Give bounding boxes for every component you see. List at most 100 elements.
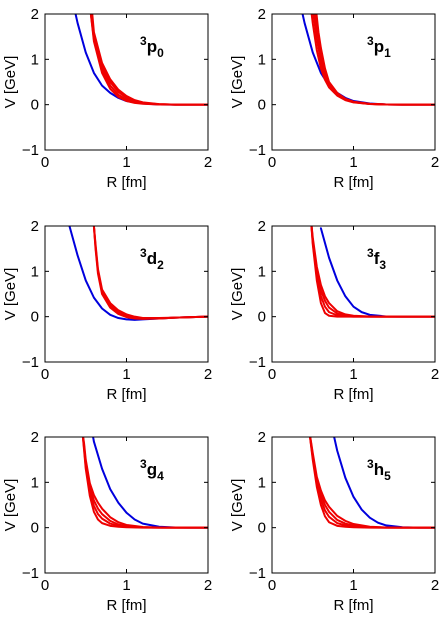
wave-j-sub: 3 [379,258,386,272]
wave-spin-sup: 3 [367,457,374,471]
wave-spin-sup: 3 [140,34,147,48]
x-tick-label: 0 [41,154,49,171]
red-curve-1 [310,14,435,106]
wave-spin-sup: 3 [140,246,147,260]
blue-curve [92,437,208,529]
y-tick-label: −1 [22,142,39,159]
x-tick-label: 2 [204,577,212,594]
x-tick-label: 0 [41,366,49,383]
wave-j-sub: 1 [384,46,391,60]
x-tick-label: 1 [122,366,130,383]
y-tick-label: 0 [258,97,266,114]
y-tick-label: 1 [258,263,266,280]
x-tick-label: 2 [431,366,439,383]
y-tick-label: −1 [22,354,39,371]
x-axis-label: R [fm] [334,174,374,191]
axes-frame [271,436,436,574]
y-tick-label: 1 [31,263,39,280]
wave-letter: h [374,460,384,479]
wave-spin-sup: 3 [367,246,374,260]
y-tick-label: 1 [31,51,39,68]
wave-j-sub: 5 [384,469,391,483]
y-tick-label: −1 [249,142,266,159]
x-tick-label: 1 [349,154,357,171]
x-tick-label: 1 [122,577,130,594]
y-tick-label: 0 [31,309,39,326]
y-tick-label: 1 [258,51,266,68]
axes-frame [44,436,209,574]
x-tick-label: 2 [204,154,212,171]
partial-wave-label: 3f3 [367,246,386,272]
y-axis-label: V [GeV] [2,268,19,321]
red-curve-3 [92,226,208,320]
red-curve-3 [309,437,435,529]
y-tick-label: 2 [258,6,266,23]
wave-letter: f [374,249,380,268]
wave-j-sub: 2 [157,258,164,272]
x-axis-label: R [fm] [107,597,147,614]
x-tick-label: 2 [431,154,439,171]
y-tick-label: 2 [31,429,39,446]
red-curve-4 [82,437,208,529]
y-tick-label: 1 [258,474,266,491]
y-tick-label: −1 [249,354,266,371]
red-curve-4 [91,14,208,106]
y-axis-label: V [GeV] [229,56,246,109]
y-axis-label: V [GeV] [2,479,19,532]
axes-frame [271,13,436,151]
y-axis-label: V [GeV] [229,268,246,321]
y-tick-label: 0 [258,309,266,326]
x-tick-label: 0 [268,154,276,171]
wave-letter: p [147,37,157,56]
y-axis-label: V [GeV] [2,56,19,109]
x-axis-label: R [fm] [334,386,374,403]
wave-letter: g [147,460,157,479]
x-tick-label: 1 [122,154,130,171]
partial-wave-label: 3p1 [367,34,391,60]
x-tick-label: 0 [268,366,276,383]
wave-j-sub: 0 [157,46,164,60]
partial-wave-label: 3p0 [140,34,164,60]
y-axis-label: V [GeV] [229,479,246,532]
y-tick-label: 2 [31,6,39,23]
x-tick-label: 1 [349,577,357,594]
y-tick-label: 2 [258,429,266,446]
red-curve-4 [310,226,435,318]
blue-curve [319,227,435,318]
y-tick-label: 0 [31,97,39,114]
partial-wave-label: 3g4 [140,457,164,483]
y-tick-label: 2 [258,218,266,235]
red-curve-1 [309,437,435,529]
x-tick-label: 0 [41,577,49,594]
partial-wave-label: 3h5 [367,457,391,483]
wave-spin-sup: 3 [367,34,374,48]
wave-j-sub: 4 [157,469,164,483]
wave-letter: p [374,37,384,56]
axes-frame [44,13,209,151]
x-axis-label: R [fm] [107,386,147,403]
x-tick-label: 2 [204,366,212,383]
wave-letter: d [147,249,157,268]
red-curve-3 [82,437,208,529]
y-tick-label: 1 [31,474,39,491]
red-curve-4 [315,14,435,106]
axes-frame [44,225,209,363]
wave-spin-sup: 3 [140,457,147,471]
y-tick-label: −1 [22,565,39,582]
x-tick-label: 1 [349,366,357,383]
red-curve-4 [309,437,435,529]
y-tick-label: 0 [258,520,266,537]
x-tick-label: 0 [268,577,276,594]
axes-frame [271,225,436,363]
blue-curve [68,226,208,321]
x-axis-label: R [fm] [107,174,147,191]
x-axis-label: R [fm] [334,597,374,614]
y-tick-label: −1 [249,565,266,582]
y-tick-label: 2 [31,218,39,235]
